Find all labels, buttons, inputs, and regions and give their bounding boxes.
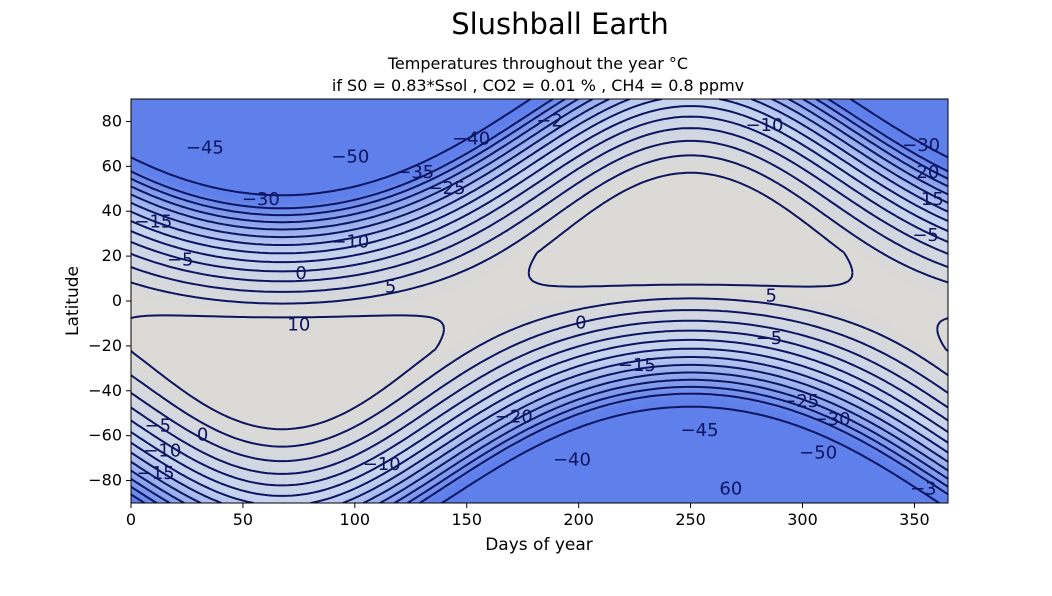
plot-area: −45 −50−40−35−25−2−30−15−10−505 5−10−30201… xyxy=(130,98,949,504)
contour-label: −50 xyxy=(331,146,369,167)
contour-label: 5 xyxy=(385,277,396,298)
contour-label: −10 xyxy=(143,440,181,461)
contour-label: −30 xyxy=(813,409,851,430)
contour-label: 15 xyxy=(921,189,944,210)
contour-line xyxy=(131,127,948,475)
contour-label: −5 xyxy=(756,328,783,349)
contour-line xyxy=(131,154,948,448)
contour-label: −20 xyxy=(495,407,533,428)
contour-lines xyxy=(131,99,948,503)
chart-subtitle-line-2: if S0 = 0.83*Ssol , CO2 = 0.01 % , CH4 =… xyxy=(332,76,744,95)
contour-label: 0 xyxy=(295,263,306,284)
y-axis-label: Latitude xyxy=(63,266,83,336)
contour-label: 0 xyxy=(197,425,208,446)
contour-label: −10 xyxy=(363,454,401,475)
contour-label: −40 xyxy=(452,128,490,149)
contour-label: −35 xyxy=(396,162,434,183)
contour-line xyxy=(131,99,948,503)
contour-label: 0 xyxy=(575,312,586,333)
contour-label: −15 xyxy=(134,211,172,232)
contour-line xyxy=(131,99,948,503)
contour-line xyxy=(131,99,948,503)
contour-label: −15 xyxy=(618,355,656,376)
x-axis-label: Days of year xyxy=(485,535,593,555)
contour-label: −30 xyxy=(242,189,280,210)
contour-label: −5 xyxy=(167,250,194,271)
y-tick-label: −80 xyxy=(88,471,122,490)
y-tick-label: −60 xyxy=(88,426,122,445)
x-axis: 0 50 100 150 200 250 300 350 xyxy=(126,503,930,529)
contour-line xyxy=(131,99,948,503)
contour-line xyxy=(131,99,948,503)
contour-label: −50 xyxy=(799,443,837,464)
contour-line xyxy=(131,115,948,487)
contour-line xyxy=(131,99,948,503)
contour-label: 60 xyxy=(719,479,742,500)
contour-line xyxy=(131,105,948,497)
y-tick-label: 0 xyxy=(112,291,122,310)
contour-label: −25 xyxy=(781,391,819,412)
y-tick-label: 20 xyxy=(102,246,122,265)
contour-line xyxy=(131,99,948,503)
x-tick-label: 200 xyxy=(563,510,594,529)
y-tick-label: 40 xyxy=(102,201,122,220)
contour-label: 5 xyxy=(765,286,776,307)
contour-line xyxy=(131,99,948,503)
contour-label: −5 xyxy=(912,225,939,246)
y-tick-label: 80 xyxy=(102,111,122,130)
contour-label: −3 xyxy=(910,479,937,500)
x-tick-label: 100 xyxy=(340,510,371,529)
y-tick-label: −40 xyxy=(88,381,122,400)
y-tick-label: 60 xyxy=(102,156,122,175)
y-tick-label: −20 xyxy=(88,336,122,355)
contour-line xyxy=(131,171,948,431)
x-tick-label: 350 xyxy=(899,510,930,529)
contour-label: −5 xyxy=(145,416,172,437)
contour-label: −2 xyxy=(536,110,563,131)
contour-label: −45 xyxy=(186,137,224,158)
y-axis: 80 60 40 20 0 −20 −40 −60 −80 xyxy=(88,111,131,490)
contour-label: −45 xyxy=(681,420,719,441)
contour-label: −40 xyxy=(553,449,591,470)
chart-title: Slushball Earth xyxy=(451,7,669,41)
contour-labels: −45 −50−40−35−25−2−30−15−10−505 5−10−30201… xyxy=(134,110,943,499)
contour-label: 10 xyxy=(287,315,310,336)
x-tick-label: 300 xyxy=(787,510,818,529)
contour-label: −15 xyxy=(137,463,175,484)
contour-label: −10 xyxy=(331,232,369,253)
temperature-heatmap xyxy=(131,99,948,503)
contour-label: −25 xyxy=(428,178,466,199)
contour-label: 20 xyxy=(916,162,939,183)
x-tick-label: 0 xyxy=(126,510,136,529)
contour-line xyxy=(131,139,948,463)
contour-label: −30 xyxy=(902,135,940,156)
x-tick-label: 250 xyxy=(675,510,706,529)
contour-label: −10 xyxy=(745,115,783,136)
chart-subtitle-line-1: Temperatures throughout the year °C xyxy=(387,54,688,73)
x-tick-label: 150 xyxy=(451,510,482,529)
x-tick-label: 50 xyxy=(233,510,253,529)
